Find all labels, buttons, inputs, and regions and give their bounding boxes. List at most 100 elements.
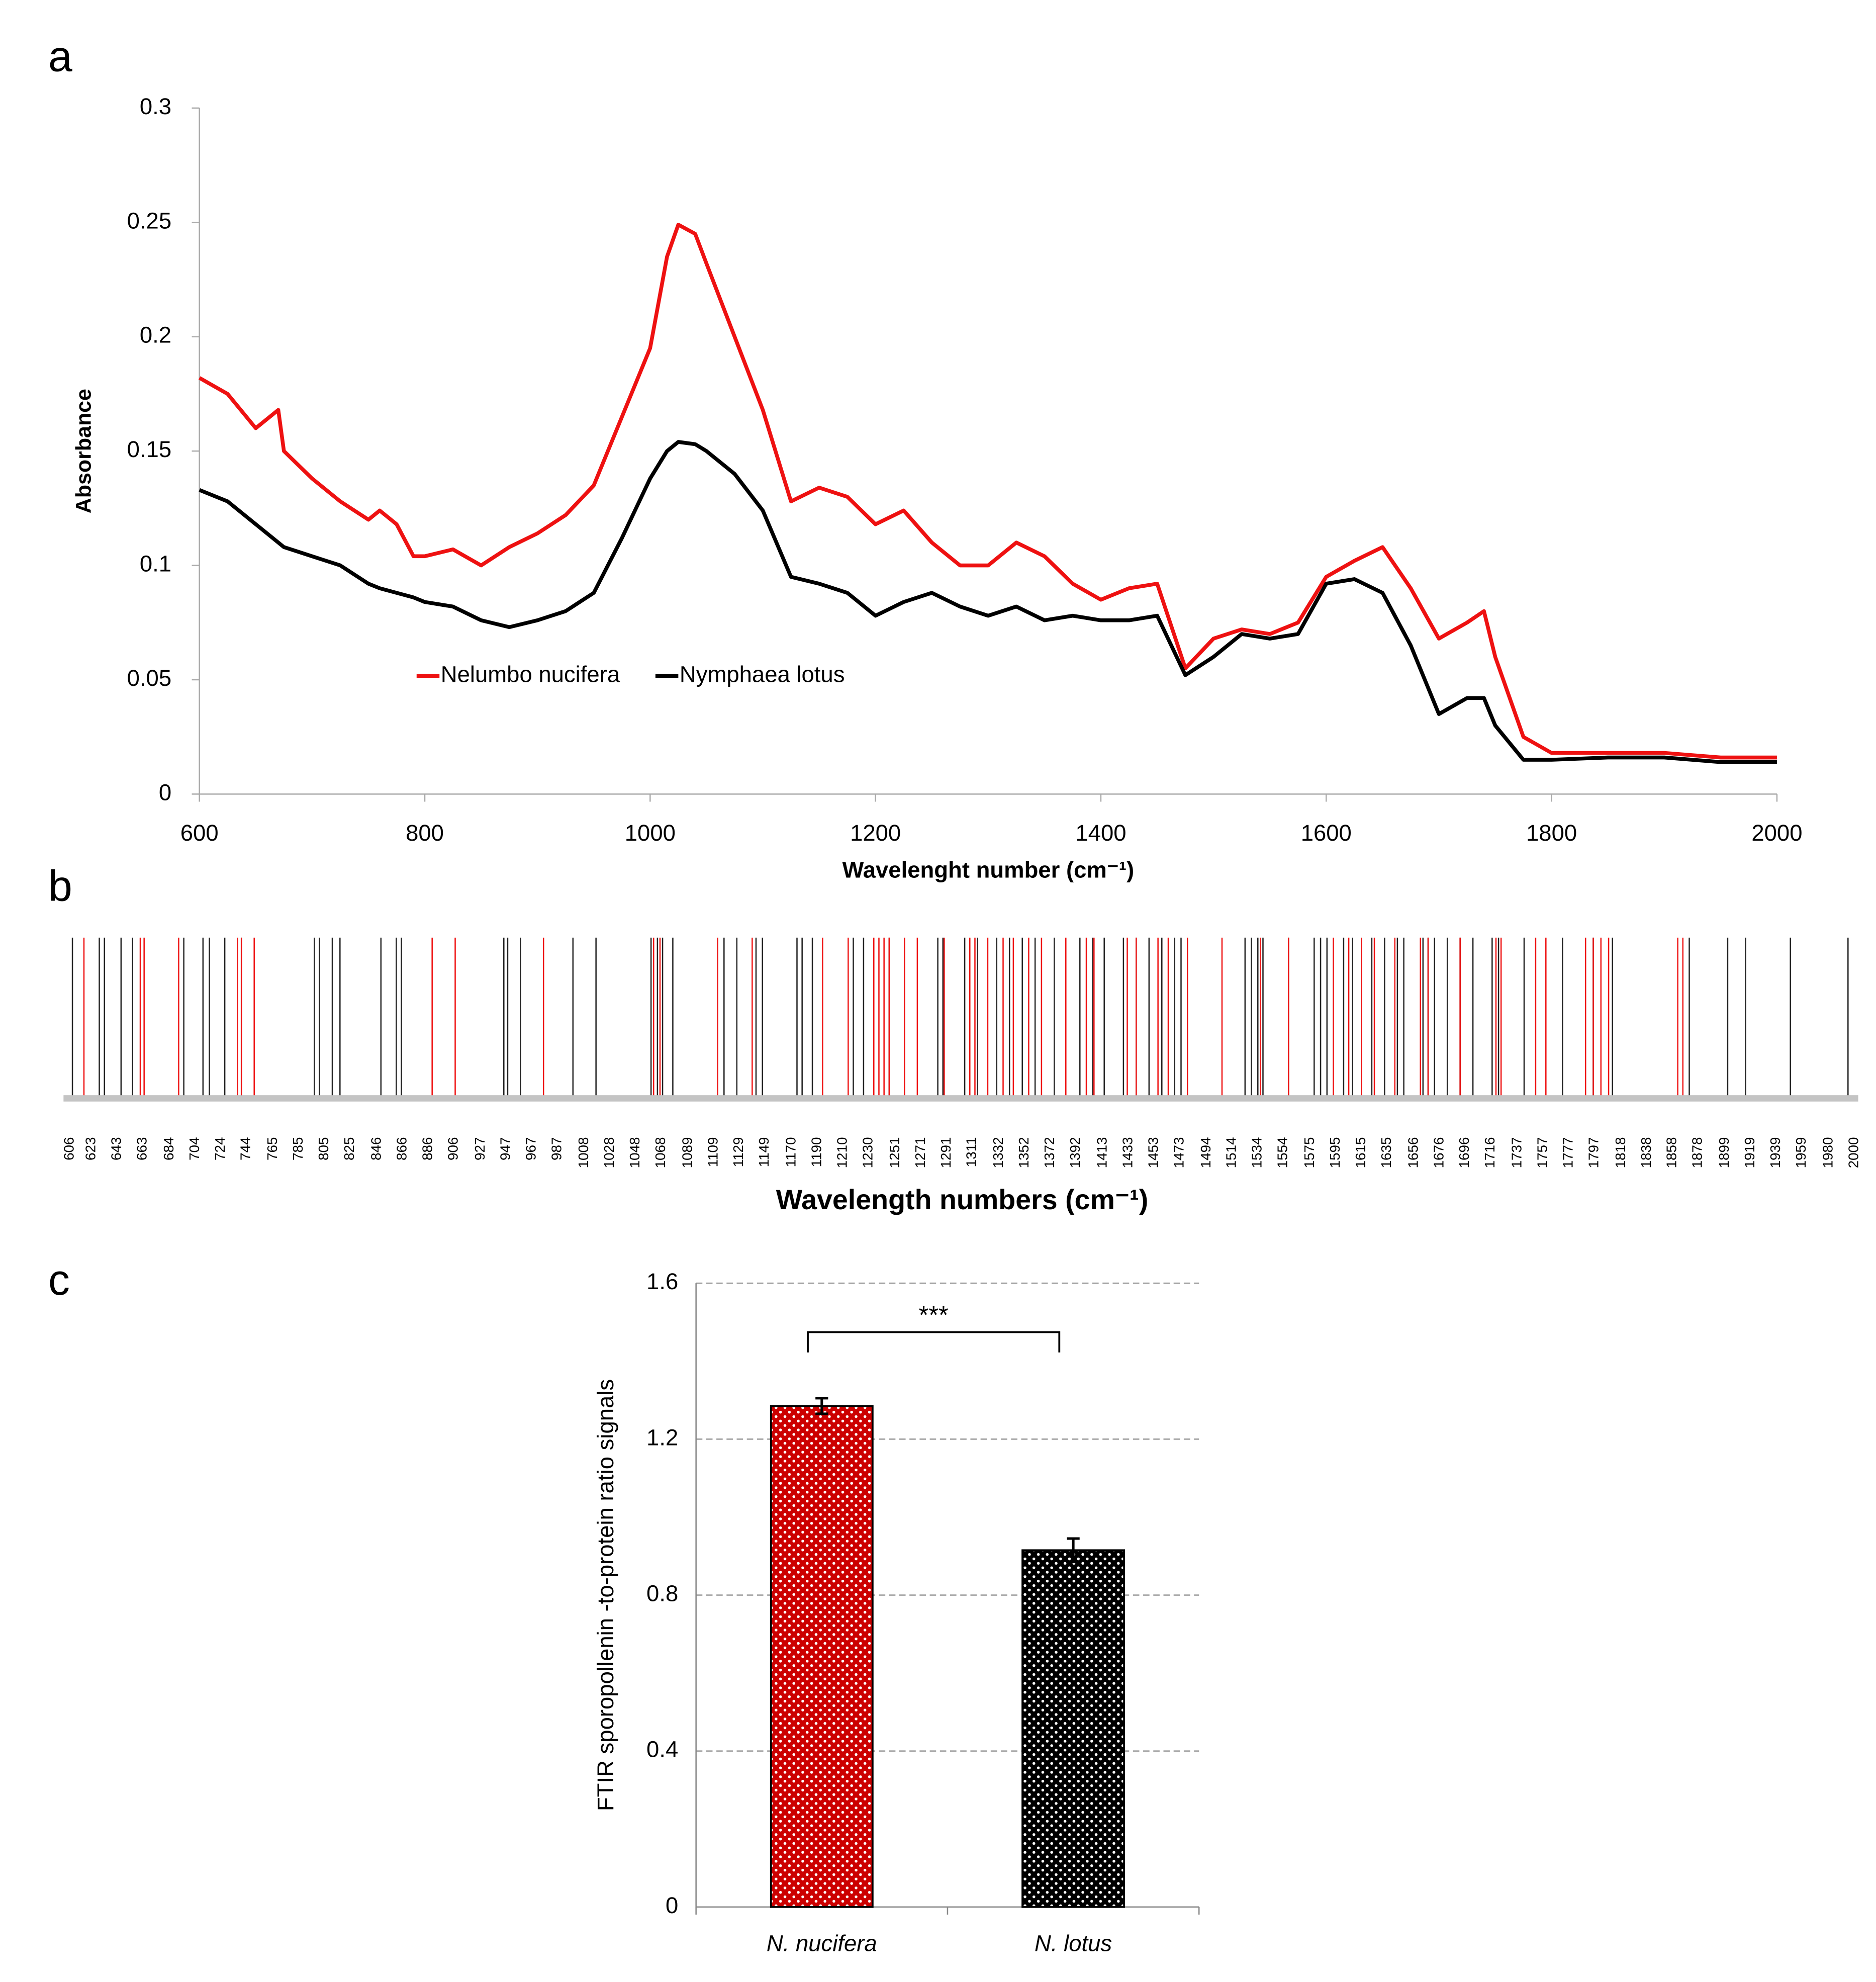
x-tick-label: 1939	[1767, 1137, 1783, 1168]
x-tick-label: 1048	[627, 1137, 642, 1168]
x-tick-label: 1980	[1820, 1137, 1835, 1168]
x-tick-label: 1291	[938, 1137, 954, 1168]
x-tick-label: 1737	[1509, 1137, 1525, 1168]
x-tick-label: 1676	[1431, 1137, 1446, 1168]
error-bar	[815, 1397, 828, 1415]
x-tick-label: 1899	[1716, 1137, 1732, 1168]
x-tick-label: 724	[212, 1137, 228, 1160]
x-tick-label: 987	[549, 1137, 565, 1160]
panel-label: c	[48, 1256, 70, 1304]
x-tick-label: 744	[238, 1137, 253, 1160]
x-tick-label: 1494	[1198, 1137, 1213, 1168]
x-tick-label: 1008	[576, 1137, 591, 1168]
x-tick-label: 906	[445, 1137, 460, 1160]
x-tick-label: 663	[134, 1137, 149, 1160]
x-tick-label: 1777	[1560, 1137, 1575, 1168]
x-axis-label: Wavelenght number (cm⁻¹)	[842, 857, 1134, 883]
x-tick-label: 1800	[1526, 820, 1577, 846]
x-tick-label: 1635	[1378, 1137, 1394, 1168]
x-tick-label: 1311	[964, 1137, 979, 1167]
x-tick-label: 1149	[756, 1137, 772, 1167]
x-tick-label: 1615	[1353, 1137, 1368, 1168]
x-tick-label: 1068	[652, 1137, 668, 1168]
x-tick-label: 1878	[1690, 1137, 1705, 1168]
x-tick-label: 1600	[1301, 820, 1352, 846]
y-tick-label: 1.6	[646, 1269, 678, 1294]
y-tick-label: 0.25	[127, 208, 172, 233]
y-tick-label: 0.8	[646, 1580, 678, 1606]
x-tick-label: 1696	[1456, 1137, 1472, 1168]
x-axis-label: Wavelength numbers (cm⁻¹)	[776, 1184, 1149, 1215]
x-tick-label: 1757	[1535, 1137, 1550, 1168]
x-tick-label: 1170	[783, 1137, 799, 1167]
x-tick-label: 1000	[625, 820, 676, 846]
x-tick-label: 1595	[1327, 1137, 1343, 1168]
x-tick-label: 1028	[601, 1137, 617, 1168]
x-tick-label: 1554	[1275, 1137, 1290, 1168]
x-tick-label: 1129	[730, 1137, 746, 1167]
x-tick-label: 643	[109, 1137, 124, 1160]
x-tick-label: 1534	[1249, 1137, 1265, 1168]
x-tick-label: 805	[316, 1137, 331, 1160]
bar	[1021, 1549, 1125, 1908]
y-tick-label: 1.2	[646, 1424, 678, 1450]
y-tick-label: 0.15	[127, 436, 172, 462]
x-tick-label: 704	[186, 1137, 202, 1160]
significance-bracket	[807, 1331, 1061, 1353]
y-tick-label: 0.05	[127, 665, 172, 691]
data-line	[198, 223, 1777, 760]
x-tick-label: 1656	[1405, 1137, 1421, 1168]
x-tick-label: 927	[472, 1137, 488, 1160]
x-tick-label: 684	[161, 1137, 176, 1160]
x-tick-label: 606	[61, 1137, 76, 1160]
x-tick-label: 866	[394, 1137, 409, 1160]
x-tick-label: N. nucifera	[767, 1931, 877, 1956]
y-axis-label: FTIR sporopollenin -to-protein ratio sig…	[593, 1379, 618, 1811]
y-tick-label: 0.1	[140, 551, 171, 577]
x-tick-label: 1858	[1664, 1137, 1679, 1168]
x-tick-label: 785	[290, 1137, 306, 1160]
y-tick-label: 0.4	[646, 1737, 678, 1762]
x-tick-label: 1413	[1094, 1137, 1109, 1168]
bar	[770, 1405, 874, 1908]
x-tick-label: 1453	[1145, 1137, 1161, 1168]
x-tick-label: 825	[341, 1137, 357, 1160]
x-tick-label: 886	[419, 1137, 435, 1160]
x-tick-label: 765	[264, 1137, 280, 1160]
x-tick-label: 1089	[679, 1137, 695, 1168]
y-tick-label: 0.2	[140, 322, 171, 348]
x-tick-label: 1332	[990, 1137, 1006, 1168]
x-tick-label: 1210	[834, 1137, 850, 1168]
panel-label: a	[48, 33, 72, 81]
x-tick-label: 1473	[1171, 1137, 1186, 1168]
y-tick-label: 0.3	[140, 94, 171, 119]
data-line	[199, 440, 1777, 764]
legend-label: Nelumbo nucifera	[441, 661, 620, 687]
x-tick-label: 1109	[705, 1137, 720, 1167]
error-bar	[1067, 1537, 1080, 1564]
x-tick-label: 1271	[912, 1137, 928, 1168]
x-tick-label: 1230	[860, 1137, 875, 1168]
x-tick-label: 1919	[1742, 1137, 1757, 1168]
x-tick-label: 1797	[1585, 1137, 1601, 1168]
x-tick-label: 1392	[1067, 1137, 1083, 1168]
x-tick-label: 600	[180, 820, 219, 846]
x-tick-label: N. lotus	[1035, 1931, 1112, 1956]
x-tick-label: 1716	[1482, 1137, 1497, 1168]
x-tick-label: 1372	[1042, 1137, 1057, 1168]
x-tick-label: 1190	[809, 1137, 824, 1167]
x-tick-label: 1200	[850, 820, 901, 846]
x-tick-label: 1959	[1793, 1137, 1809, 1168]
legend-label: Nymphaea lotus	[680, 661, 845, 687]
x-tick-label: 1575	[1301, 1137, 1317, 1168]
x-tick-label: 1251	[887, 1137, 902, 1168]
x-tick-label: 1352	[1016, 1137, 1031, 1168]
x-tick-label: 623	[83, 1137, 99, 1160]
x-tick-label: 846	[368, 1137, 384, 1160]
x-tick-label: 1400	[1075, 820, 1126, 846]
x-tick-label: 1838	[1638, 1137, 1654, 1168]
x-tick-label: 1818	[1613, 1137, 1628, 1168]
baseline	[63, 1095, 1858, 1102]
x-tick-label: 2000	[1751, 820, 1802, 846]
